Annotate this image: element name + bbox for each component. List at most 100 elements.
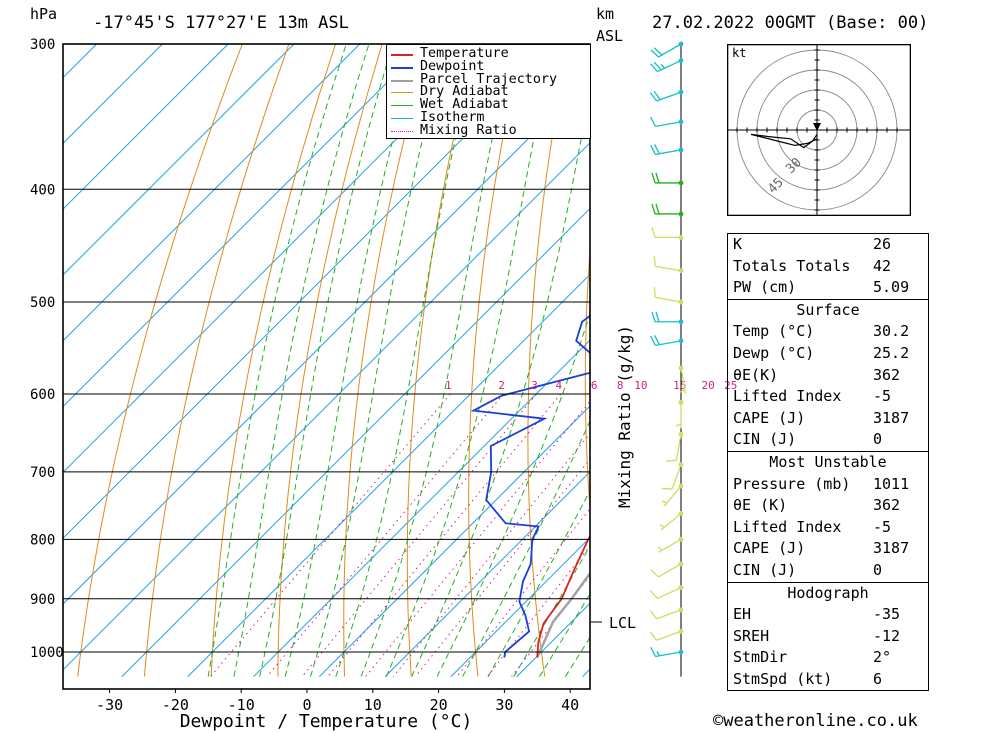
temperature-tick-label: -10 [228, 696, 255, 714]
mixing-ratio-label: 3 [531, 379, 538, 392]
isotherm-line [63, 44, 163, 145]
wind-barb [650, 41, 684, 58]
wind-barb [649, 89, 684, 102]
temperature-tick-label: 20 [430, 696, 448, 714]
chart-legend: Temperature Dewpoint Parcel Trajectory D… [386, 44, 591, 139]
legend-temperature: Temperature [391, 47, 586, 61]
parcel-trajectory-profile [536, 571, 590, 658]
wind-barb [678, 365, 687, 394]
wind-barb [649, 628, 684, 641]
isotherm-line [63, 44, 229, 210]
wet-adiabat-line [360, 44, 514, 677]
isotherm-line [187, 273, 590, 677]
pressure-tick-label: 300 [30, 37, 55, 53]
hodo-sreh: SREH -12 [733, 626, 901, 645]
mu-thetae: θE (K) 362 [733, 496, 901, 515]
surface-li: Lifted Index -5 [733, 387, 892, 406]
section-hodograph: Hodograph [728, 581, 928, 605]
wind-barb [653, 255, 684, 274]
index-row-k: K 26 [733, 235, 892, 253]
wind-barb [649, 607, 684, 620]
legend-dry-adiabat: Dry Adiabat [391, 85, 586, 99]
storm-motion-marker [813, 123, 821, 131]
location-title: -17°45'S 177°27'E 13m ASL [93, 13, 349, 33]
dry-adiabat-line [527, 44, 570, 677]
isotherm-line [63, 142, 590, 671]
surface-cin: CIN (J) 0 [733, 430, 883, 449]
isotherm-line [63, 44, 295, 276]
wind-barb [650, 335, 684, 346]
wind-barb [651, 227, 684, 240]
wind-barb [661, 483, 684, 507]
mixing-ratio-label: 6 [591, 379, 598, 392]
surface-dewp: Dewp (°C) 25.2 [733, 343, 910, 362]
temperature-tick-label: -30 [96, 696, 123, 714]
isotherm-line [121, 207, 590, 677]
x-axis-label: Dewpoint / Temperature (°C) [180, 711, 473, 732]
legend-isotherm: Isotherm [391, 111, 586, 125]
wind-barb [659, 511, 684, 531]
mixing-ratio-label: 4 [555, 379, 562, 392]
wind-barb [651, 311, 684, 325]
mixing-ratio-line [415, 458, 590, 677]
hodo-stmdir: StmDir 2° [733, 648, 892, 667]
dry-adiabat-line [143, 44, 290, 677]
wet-adiabat-line [207, 44, 347, 677]
lcl-label: LCL [609, 614, 636, 632]
index-row-totals: Totals Totals 42 [733, 256, 892, 275]
surface-thetae: θE(K) 362 [733, 365, 901, 384]
wind-barb [653, 287, 684, 305]
legend-parcel: Parcel Trajectory [391, 72, 586, 87]
km-label: km [596, 5, 615, 23]
legend-mixing-ratio: Mixing Ratio [391, 124, 586, 138]
asl-label: ASL [596, 27, 624, 45]
pressure-tick-label: 400 [30, 182, 55, 198]
mixing-ratio-label: 2 [498, 379, 505, 392]
wind-barb-profile [649, 41, 687, 677]
plot-frame [62, 43, 591, 690]
legend-wet-adiabat: Wet Adiabat [391, 98, 586, 112]
wind-barb [650, 561, 684, 578]
mixing-ratio-line [365, 400, 590, 677]
temperature-tick-label: 30 [495, 696, 513, 714]
wind-barb [651, 203, 684, 217]
mixing-ratio-line [210, 393, 451, 677]
isotherm-line [253, 339, 590, 677]
dry-adiabat-line [277, 44, 383, 677]
mu-cin: CIN (J) 0 [733, 560, 883, 579]
isotherm-line [63, 44, 97, 79]
wind-barb [650, 144, 684, 156]
wet-adiabat-line [411, 90, 590, 677]
isotherm-line [319, 405, 590, 677]
surface-cape: CAPE (J) 3187 [733, 408, 910, 427]
wind-barb [651, 172, 684, 186]
isotherm-line [63, 44, 492, 474]
section-surface: Surface [728, 298, 928, 322]
index-row-pw: PW (cm) 5.09 [733, 278, 910, 297]
legend-dewpoint: Dewpoint [391, 60, 586, 74]
mixing-ratio-line [266, 393, 504, 677]
mixing-ratio-line [327, 393, 562, 677]
pressure-tick-label: 500 [30, 295, 55, 311]
pressure-unit: hPa [30, 5, 58, 23]
wet-adiabat-line [436, 311, 590, 677]
wet-adiabat-line [284, 44, 420, 677]
dry-adiabat-line [988, 27, 1000, 677]
temperature-tick-label: 40 [561, 696, 579, 714]
wet-adiabat-line [462, 419, 590, 677]
dry-adiabat-line [77, 44, 243, 677]
temperature-tick-label: -20 [162, 696, 189, 714]
credit-label[interactable]: ©weatheronline.co.uk [713, 711, 918, 731]
pressure-tick-label: 800 [30, 532, 55, 548]
dry-adiabat-line [584, 243, 590, 515]
mixing-ratio-label: 8 [617, 379, 624, 392]
wind-barb [661, 462, 684, 490]
wind-barb [650, 646, 684, 658]
wet-adiabat-line [233, 44, 370, 677]
temperature-tick-label: 10 [364, 696, 382, 714]
mixing-ratio-axis-label: Mixing Ratio (g/kg) [615, 325, 634, 508]
section-most-unstable: Most Unstable [728, 450, 928, 474]
isotherm-line [450, 536, 590, 677]
isotherm-line [63, 44, 426, 408]
